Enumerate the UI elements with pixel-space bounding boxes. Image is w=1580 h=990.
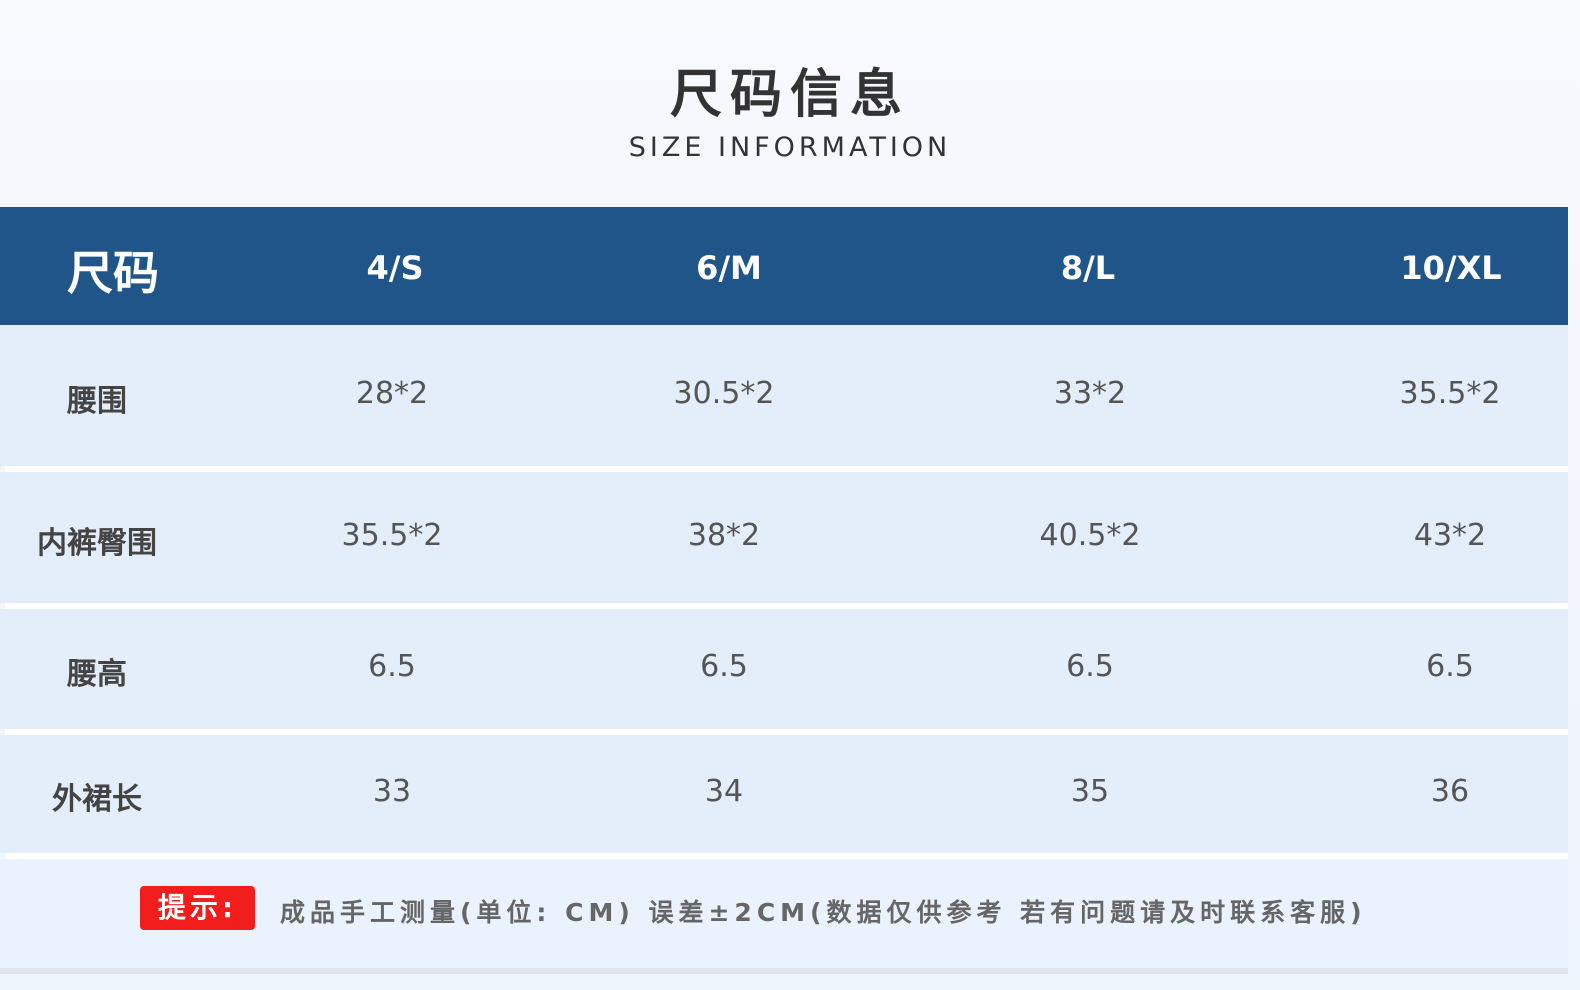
page-title: 尺码信息 bbox=[669, 65, 910, 125]
table-cell: 6.5 bbox=[1426, 649, 1474, 684]
table-cell: 35.5*2 bbox=[1399, 375, 1501, 411]
table-cell: 6.5 bbox=[1066, 649, 1114, 684]
table-cell: 36 bbox=[1430, 774, 1470, 809]
table-cell: 35 bbox=[1070, 774, 1110, 809]
table-row: 外裙长 33 34 35 36 bbox=[0, 735, 1568, 853]
header-cell: 8/L bbox=[1060, 249, 1116, 287]
row-label: 腰高 bbox=[67, 657, 127, 692]
page-subtitle: SIZE INFORMATION bbox=[628, 132, 952, 163]
row-label: 外裙长 bbox=[52, 782, 142, 817]
row-divider bbox=[5, 466, 1568, 472]
table-header: 尺码 4/S 6/M 8/L 10/XL bbox=[0, 207, 1568, 325]
table-row: 腰高 6.5 6.5 6.5 6.5 bbox=[0, 609, 1568, 729]
table-cell: 35.5*2 bbox=[341, 517, 443, 553]
header-cell: 6/M bbox=[696, 249, 762, 287]
table-cell: 34 bbox=[704, 774, 744, 809]
divider bbox=[0, 968, 1568, 974]
header-cell: 10/XL bbox=[1400, 249, 1502, 287]
table-cell: 6.5 bbox=[368, 649, 416, 684]
tip-badge: 提示: bbox=[140, 886, 255, 930]
row-divider bbox=[5, 853, 1568, 859]
table-cell: 33 bbox=[372, 774, 412, 809]
table-cell: 40.5*2 bbox=[1039, 517, 1141, 553]
table-cell: 43*2 bbox=[1413, 517, 1487, 553]
table-cell: 33*2 bbox=[1053, 375, 1127, 411]
row-label: 腰围 bbox=[67, 383, 127, 419]
header-cell: 尺码 bbox=[67, 246, 159, 300]
table-row: 内裤臀围 35.5*2 38*2 40.5*2 43*2 bbox=[0, 472, 1568, 603]
row-divider bbox=[5, 603, 1568, 609]
header-cell: 4/S bbox=[366, 249, 424, 287]
row-label: 内裤臀围 bbox=[37, 525, 157, 561]
table-cell: 30.5*2 bbox=[673, 375, 775, 411]
row-divider bbox=[5, 729, 1568, 735]
table-cell: 6.5 bbox=[700, 649, 748, 684]
measurement-note: 提示: 成品手工测量(单位: CM) 误差±2CM(数据仅供参考 若有问题请及时… bbox=[0, 859, 1568, 968]
table-row: 腰围 28*2 30.5*2 33*2 35.5*2 bbox=[0, 325, 1568, 466]
note-text: 成品手工测量(单位: CM) 误差±2CM(数据仅供参考 若有问题请及时联系客服… bbox=[280, 898, 1367, 927]
table-cell: 38*2 bbox=[687, 517, 761, 553]
table-cell: 28*2 bbox=[355, 375, 429, 411]
